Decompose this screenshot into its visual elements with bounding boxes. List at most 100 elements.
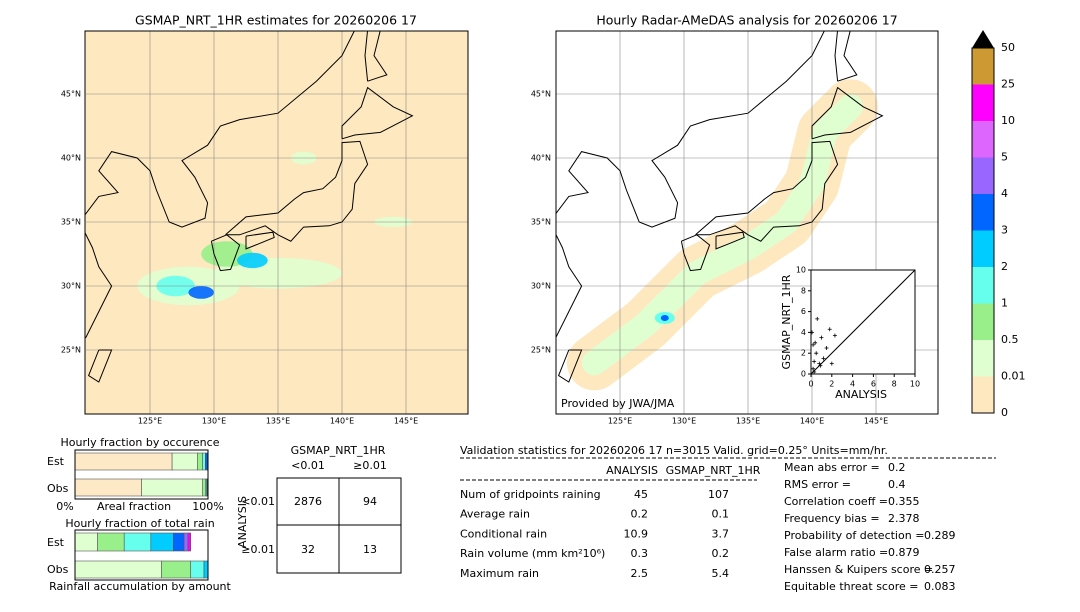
fraction-segment [123, 532, 152, 552]
colorbar-label: 0.01 [1001, 370, 1026, 383]
scatter-point [815, 316, 820, 321]
score-label: Hanssen & Kuipers score = [784, 563, 933, 576]
score-label: False alarm ratio = [784, 546, 888, 559]
colorbar-segment [972, 303, 994, 340]
cell: 5.4 [712, 567, 730, 580]
cell: 107 [708, 488, 729, 501]
column-header: GSMAP_NRT_1HR [666, 464, 761, 477]
score-value: 0.355 [888, 495, 920, 508]
scatter-point [827, 327, 832, 332]
chart-title: Hourly fraction by occurence [61, 436, 220, 449]
scatter-point [810, 330, 815, 335]
y-tick-label: 0 [801, 370, 806, 379]
x-tick-label: 6 [871, 380, 876, 389]
lat-label: 40°N [531, 154, 551, 163]
coastline [87, 349, 113, 383]
lon-label: 125°E [138, 417, 162, 426]
colorbar-label: 50 [1001, 41, 1015, 54]
fraction-segment [187, 532, 192, 552]
lat-label: 45°N [61, 90, 81, 99]
scatter-point [824, 346, 829, 350]
y-axis-label: GSMAP_NRT_1HR [780, 274, 793, 369]
colorbar-label: 4 [1001, 187, 1008, 200]
cell: 2.5 [631, 567, 649, 580]
x-tick-label: 0 [808, 380, 813, 389]
score-label: Correlation coeff = [784, 495, 888, 508]
rain-area [237, 252, 268, 269]
coastline [225, 140, 369, 242]
row-label: Est [47, 455, 65, 468]
chart-title: Hourly fraction of total rain [65, 517, 214, 530]
left-map [85, 31, 468, 414]
colorbar-label: 25 [1001, 78, 1015, 91]
fraction-segment [171, 452, 198, 471]
x-tick-label: 2 [829, 380, 834, 389]
row-label: Conditional rain [460, 527, 547, 540]
lon-label: 140°E [800, 417, 824, 426]
coastline [245, 231, 275, 250]
fraction-segment [190, 560, 205, 579]
scatter-point [814, 351, 819, 356]
right-map [556, 31, 938, 414]
scatter-point [812, 359, 817, 364]
stats-header: Validation statistics for 20260206 17 n=… [460, 444, 888, 457]
coastline [557, 349, 583, 383]
scatter-point [821, 356, 826, 361]
coastline [341, 86, 414, 140]
axis-label: 0% [56, 500, 73, 513]
map-frame [555, 30, 939, 415]
lat-label: 25°N [61, 346, 81, 355]
lon-label: 140°E [330, 417, 354, 426]
cell: 2876 [294, 495, 322, 508]
fraction-segment [74, 478, 142, 497]
row-header: <0.01 [241, 495, 275, 508]
lat-label: 35°N [61, 218, 81, 227]
x-tick-label: 4 [850, 380, 855, 389]
y-tick-label: 4 [801, 328, 806, 337]
scatter-point [832, 333, 837, 338]
lon-label: 130°E [202, 417, 226, 426]
score-label: Equitable threat score = [784, 580, 918, 593]
diagonal [810, 269, 916, 375]
colorbar-label: 2 [1001, 260, 1008, 273]
row-label: Maximum rain [460, 567, 539, 580]
score-value: 0.083 [924, 580, 956, 593]
lon-label: 135°E [736, 417, 760, 426]
cell: 3.7 [712, 527, 730, 540]
colorbar-segment [972, 194, 994, 231]
colorbar-label: 0 [1001, 406, 1008, 419]
colorbar-segment [972, 157, 994, 194]
score-label: Frequency bias = [784, 512, 880, 525]
lon-label: 145°E [394, 417, 418, 426]
scatter-point [812, 369, 817, 374]
x-axis-label: ANALYSIS [835, 388, 887, 401]
scatter-point [819, 335, 824, 340]
map-frame [84, 30, 469, 415]
fraction-segment [74, 560, 162, 579]
score-value: 0.4 [888, 478, 906, 491]
lat-label: 45°N [531, 90, 551, 99]
fraction-segment [173, 532, 185, 552]
fraction-segment [74, 452, 173, 471]
score-label: RMS error = [784, 478, 851, 491]
lon-label: 130°E [672, 417, 696, 426]
lon-label: 125°E [608, 417, 632, 426]
table-title: GSMAP_NRT_1HR [291, 444, 386, 457]
row-label: Average rain [460, 508, 530, 521]
map-title: GSMAP_NRT_1HR estimates for 20260206 17 [135, 13, 417, 28]
score-label: Probability of detection = [784, 529, 924, 542]
row-label: Rain volume (mm km²10⁶) [460, 547, 605, 560]
y-tick-label: 6 [801, 307, 806, 316]
colorbar-segment [972, 84, 994, 121]
colorbar-segment [972, 376, 994, 413]
coastline [364, 31, 388, 82]
fraction-segment [97, 532, 125, 552]
score-value: 0.879 [888, 546, 920, 559]
fraction-segment [161, 560, 192, 579]
colorbar-segment [972, 121, 994, 158]
bar-frame [74, 529, 209, 581]
fraction-segment [74, 532, 98, 552]
axis-label: Rainfall accumulation by amount [49, 580, 231, 593]
x-tick-label: 8 [892, 380, 897, 389]
